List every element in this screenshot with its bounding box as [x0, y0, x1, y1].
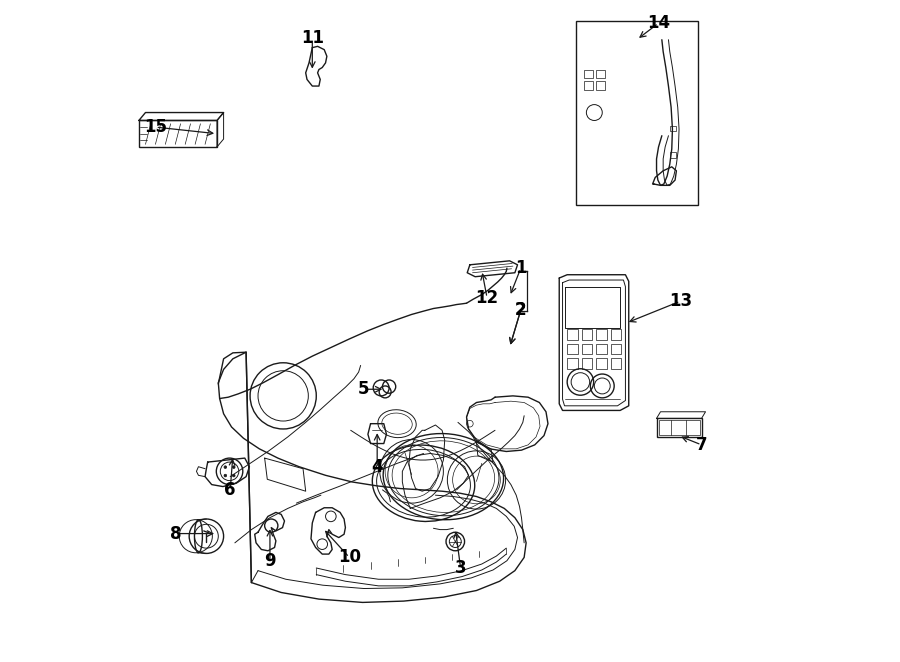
Text: 12: 12	[475, 289, 499, 307]
Circle shape	[224, 466, 227, 469]
Bar	[584, 70, 593, 78]
Bar	[596, 81, 605, 90]
Text: 1: 1	[515, 259, 526, 277]
Bar	[656, 418, 702, 437]
Bar	[567, 344, 578, 354]
Bar	[567, 329, 578, 340]
Bar	[611, 358, 622, 369]
Text: 8: 8	[169, 524, 181, 543]
Bar	[597, 329, 607, 340]
Circle shape	[232, 466, 235, 469]
Text: 13: 13	[669, 292, 692, 310]
Text: 2: 2	[515, 301, 526, 319]
Text: 4: 4	[372, 457, 383, 476]
Bar	[597, 358, 607, 369]
Bar	[670, 126, 677, 131]
Bar	[576, 21, 698, 205]
Text: 11: 11	[301, 29, 324, 48]
Text: 5: 5	[358, 380, 370, 399]
Bar	[659, 420, 699, 435]
Bar	[581, 344, 592, 354]
Bar	[567, 358, 578, 369]
Bar	[611, 329, 622, 340]
Bar	[611, 344, 622, 354]
Text: 2: 2	[515, 301, 526, 319]
Text: 3: 3	[454, 559, 466, 577]
Bar	[581, 358, 592, 369]
Bar	[597, 344, 607, 354]
Bar	[670, 152, 677, 158]
Bar	[596, 70, 605, 78]
Text: 10: 10	[338, 548, 361, 567]
Bar	[139, 120, 217, 147]
Text: 15: 15	[144, 118, 166, 136]
Circle shape	[232, 474, 235, 477]
Text: 9: 9	[264, 552, 275, 571]
Text: 7: 7	[696, 436, 707, 454]
Bar	[584, 81, 593, 90]
Circle shape	[224, 474, 227, 477]
Text: 6: 6	[224, 481, 236, 499]
Text: 14: 14	[647, 14, 670, 32]
Bar	[581, 329, 592, 340]
